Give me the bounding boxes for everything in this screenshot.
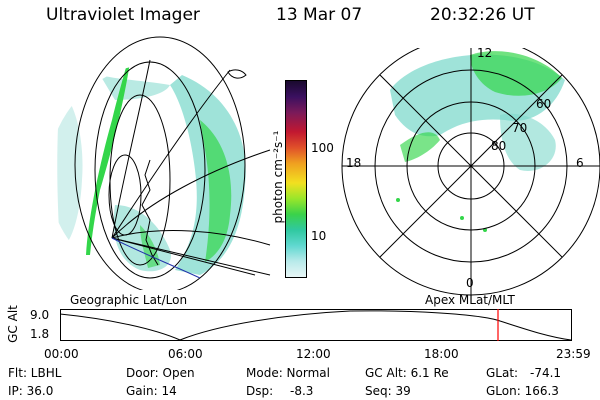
colorbar-label: photon cm⁻²s⁻¹ <box>271 130 285 224</box>
altitude-xtick-2359: 23:59 <box>556 347 591 361</box>
colorbar-tick-10: 10 <box>311 229 327 243</box>
polar-aurora <box>390 51 565 232</box>
altitude-xtick-0600: 06:00 <box>168 347 203 361</box>
coastline <box>141 69 247 266</box>
door-info: Door: Open <box>126 366 195 380</box>
mlt-label-6: 6 <box>576 156 584 170</box>
dsp-label: Dsp: <box>246 384 274 398</box>
time-label: 20:32:26 UT <box>430 5 535 25</box>
filter-info: Flt: LBHL <box>8 366 62 380</box>
aurora-emission <box>57 63 246 275</box>
mlat-label-80: 80 <box>491 139 507 153</box>
altitude-ylabel: GC Alt <box>5 305 20 343</box>
altitude-xtick-0000: 00:00 <box>44 347 79 361</box>
geographic-map <box>57 36 271 290</box>
altitude-plot <box>60 309 572 341</box>
terminator-line <box>111 237 201 279</box>
altitude-ytick-high: 9.0 <box>30 308 50 322</box>
glat-value: -74.1 <box>530 366 562 380</box>
seq-info: Seq: 39 <box>365 384 411 398</box>
mlt-label-12: 12 <box>477 46 493 60</box>
altitude-curve <box>60 310 572 341</box>
gc-alt-info: GC Alt: 6.1 Re <box>365 366 449 380</box>
right-panel-caption: Apex MLat/MLT <box>425 293 515 307</box>
colorbar-tick-100: 100 <box>311 141 334 155</box>
mode-info: Mode: Normal <box>246 366 330 380</box>
lat-lon-grid <box>74 36 271 290</box>
mlat-label-70: 70 <box>512 121 528 135</box>
polar-grid <box>341 48 600 296</box>
polar-map <box>341 48 600 296</box>
mlt-label-0: 0 <box>466 276 474 290</box>
altitude-ytick-low: 1.8 <box>30 327 50 341</box>
date-label: 13 Mar 07 <box>276 5 363 25</box>
colorbar <box>285 80 307 278</box>
instrument-title: Ultraviolet Imager <box>46 5 200 25</box>
glon-info: GLon: 166.3 <box>486 384 559 398</box>
dsp-value: -8.3 <box>290 384 314 398</box>
ip-info: IP: 36.0 <box>8 384 54 398</box>
left-panel-caption: Geographic Lat/Lon <box>70 293 188 307</box>
mlt-label-18: 18 <box>346 156 362 170</box>
mlat-label-60: 60 <box>536 97 552 111</box>
glat-label: GLat: <box>486 366 519 380</box>
gain-info: Gain: 14 <box>126 384 177 398</box>
altitude-xtick-1800: 18:00 <box>424 347 459 361</box>
altitude-xtick-1200: 12:00 <box>296 347 331 361</box>
